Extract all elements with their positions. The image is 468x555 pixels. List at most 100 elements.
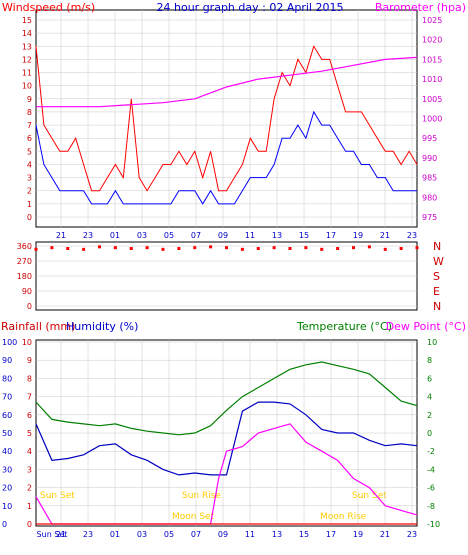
bottom-temp-tick-label: 0 bbox=[427, 429, 432, 438]
top-right-tick-label: 1010 bbox=[422, 75, 442, 84]
annotation-moon-set: Moon Set bbox=[172, 512, 215, 522]
middle-left-tick-label: 270 bbox=[17, 257, 32, 266]
top-x-tick-label: 17 bbox=[326, 231, 336, 240]
rainfall-title: Rainfall (mm) bbox=[1, 320, 75, 333]
barometer-title: Barometer (hpa) bbox=[375, 1, 466, 14]
direction-point bbox=[383, 247, 387, 251]
direction-point bbox=[82, 247, 86, 251]
direction-point bbox=[304, 246, 308, 250]
windspeed-title: Windspeed (m/s) bbox=[2, 1, 95, 14]
top-x-tick-label: 07 bbox=[191, 231, 201, 240]
top-x-tick-label: 23 bbox=[83, 231, 93, 240]
bottom-rain-tick-label: 8 bbox=[27, 374, 32, 383]
top-left-tick-label: 8 bbox=[27, 108, 32, 117]
annotation-moon-rise: Moon Rise bbox=[320, 512, 367, 522]
bottom-humidity-tick-label: 60 bbox=[2, 411, 12, 420]
direction-point bbox=[193, 246, 197, 250]
direction-point bbox=[320, 247, 324, 251]
top-left-tick-label: 13 bbox=[22, 42, 32, 51]
direction-point bbox=[145, 246, 149, 250]
graph-day-title: 24 hour graph day : 02 April 2015 bbox=[157, 1, 344, 14]
bottom-humidity-tick-label: 100 bbox=[2, 338, 17, 347]
middle-compass-label: N bbox=[433, 300, 441, 313]
direction-point bbox=[177, 247, 181, 250]
top-right-tick-label: 1015 bbox=[422, 55, 442, 64]
top-left-tick-label: 6 bbox=[27, 134, 32, 143]
top-right-tick-label: 990 bbox=[422, 154, 437, 163]
top-x-tick-label: 03 bbox=[137, 231, 147, 240]
top-series-average-windspeed bbox=[35, 110, 417, 205]
middle-left-tick-label: 90 bbox=[22, 287, 32, 296]
top-series-barometer-hpa- bbox=[36, 56, 418, 108]
bottom-humidity-tick-label: 30 bbox=[2, 465, 12, 474]
bottom-x-tick-label: 11 bbox=[245, 530, 255, 539]
bottom-rain-tick-label: 0 bbox=[27, 520, 32, 529]
top-x-tick-label: 21 bbox=[380, 231, 390, 240]
bottom-humidity-tick-label: 90 bbox=[2, 356, 12, 365]
bottom-humidity-tick-label: 40 bbox=[2, 447, 12, 456]
annotation-sun-set-2: Sun Set bbox=[352, 491, 387, 501]
top-left-tick-label: 11 bbox=[22, 69, 32, 78]
bottom-rain-tick-label: 6 bbox=[27, 411, 32, 420]
top-left-tick-label: 15 bbox=[22, 16, 32, 25]
direction-point bbox=[288, 247, 292, 250]
middle-compass-label: S bbox=[433, 270, 440, 283]
direction-point bbox=[98, 245, 101, 249]
direction-point bbox=[129, 247, 133, 250]
temperature-title: Temperature (°C) bbox=[296, 320, 392, 333]
bottom-temp-tick-label: -8 bbox=[427, 502, 435, 511]
direction-point bbox=[240, 247, 244, 251]
top-x-tick-label: 11 bbox=[245, 231, 255, 240]
bottom-temp-tick-label: 2 bbox=[427, 411, 432, 420]
bottom-series-temperature-c- bbox=[35, 361, 418, 436]
bottom-rain-tick-label: 3 bbox=[27, 465, 32, 474]
bottom-series-humidity- bbox=[35, 401, 418, 476]
top-left-tick-label: 0 bbox=[27, 213, 32, 222]
bottom-x-tick-label: 19 bbox=[353, 530, 363, 539]
bottom-x-tick-label: 05 bbox=[164, 530, 174, 539]
bottom-rain-tick-label: 1 bbox=[27, 502, 32, 511]
bottom-humidity-tick-label: 0 bbox=[2, 520, 7, 529]
top-x-tick-label: 05 bbox=[164, 231, 174, 240]
bottom-x-tick-label: 03 bbox=[137, 530, 147, 539]
top-left-tick-label: 10 bbox=[22, 82, 32, 91]
bottom-rain-tick-label: 5 bbox=[27, 429, 32, 438]
direction-point bbox=[272, 246, 276, 250]
annotation-sun-set-1: Sun Set bbox=[40, 491, 75, 501]
top-x-tick-label: 21 bbox=[56, 231, 66, 240]
top-right-tick-label: 985 bbox=[422, 174, 437, 183]
top-x-tick-label: 13 bbox=[272, 231, 282, 240]
top-right-tick-label: 1000 bbox=[422, 115, 442, 124]
bottom-rain-tick-label: 7 bbox=[27, 393, 32, 402]
top-right-tick-label: 995 bbox=[422, 134, 437, 143]
top-x-tick-label: 23 bbox=[407, 231, 417, 240]
bottom-x-tick-label: 07 bbox=[191, 530, 201, 539]
direction-point bbox=[161, 247, 165, 251]
bottom-humidity-tick-label: 80 bbox=[2, 374, 12, 383]
dew-point-title: Dew Point (°C) bbox=[386, 320, 466, 333]
bottom-x-tick-label: 23 bbox=[83, 530, 93, 539]
top-x-tick-label: 19 bbox=[353, 231, 363, 240]
top-right-tick-label: 1005 bbox=[422, 95, 442, 104]
middle-compass-label: E bbox=[433, 285, 440, 298]
middle-compass-label: N bbox=[433, 240, 441, 253]
top-panel-frame bbox=[35, 9, 418, 228]
direction-point bbox=[225, 246, 228, 250]
direction-point bbox=[113, 246, 117, 250]
top-left-tick-label: 2 bbox=[27, 187, 32, 196]
middle-compass-label: W bbox=[433, 255, 444, 268]
top-left-tick-label: 3 bbox=[27, 174, 32, 183]
bottom-humidity-tick-label: 50 bbox=[2, 429, 12, 438]
top-right-tick-label: 980 bbox=[422, 193, 437, 202]
top-series-windspeed-m-s- bbox=[35, 45, 418, 192]
direction-point bbox=[352, 246, 355, 250]
bottom-x-tick-label: 23 bbox=[407, 530, 417, 539]
direction-point bbox=[399, 247, 403, 250]
middle-left-tick-label: 180 bbox=[17, 272, 32, 281]
top-right-tick-label: 1020 bbox=[422, 36, 442, 45]
top-left-tick-label: 9 bbox=[27, 95, 32, 104]
top-right-tick-label: 1025 bbox=[422, 16, 442, 25]
bottom-temp-tick-label: -10 bbox=[427, 520, 440, 529]
direction-point bbox=[66, 247, 70, 250]
